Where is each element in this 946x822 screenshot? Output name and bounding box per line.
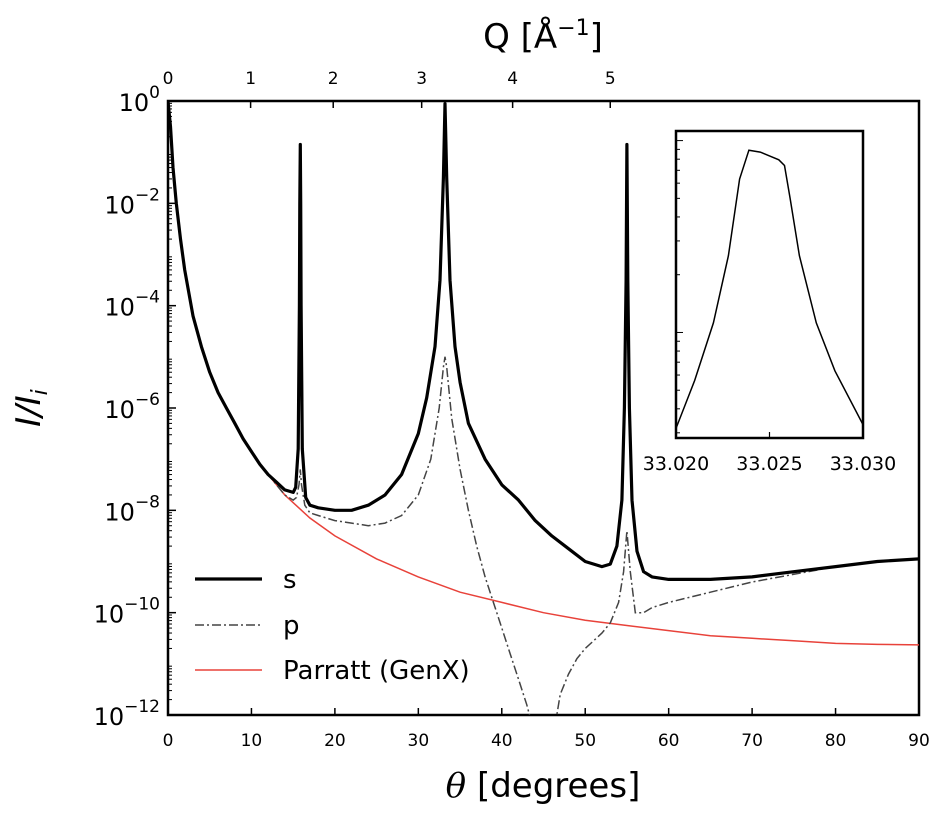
inset-curve <box>676 149 863 429</box>
legend-label-p: p <box>283 611 300 641</box>
top-tick-label: 0 <box>163 69 174 89</box>
inset-frame <box>674 129 865 440</box>
legend-label-s: s <box>283 565 297 595</box>
x-tick-label: 0 <box>163 731 174 751</box>
x-axis-title: θ [degrees] <box>446 766 641 806</box>
x-tick-label: 20 <box>324 731 346 751</box>
legend-label-parratt: Parratt (GenX) <box>283 656 470 686</box>
x-axis-ticks: 0 10 20 30 40 50 60 70 80 90 <box>163 708 930 751</box>
inset-plot: 33.020 33.025 33.030 <box>643 129 896 475</box>
inset-x-tick-label: 33.030 <box>830 453 896 475</box>
x-tick-label: 90 <box>908 731 930 751</box>
x-tick-label: 60 <box>658 731 680 751</box>
y-tick-label: 10−10 <box>94 595 160 629</box>
top-tick-label: 3 <box>416 69 427 89</box>
y-tick-label: 10−6 <box>104 390 160 424</box>
series-line-s <box>168 101 919 581</box>
y-tick-label: 10−2 <box>104 185 160 219</box>
x-tick-label: 30 <box>408 731 430 751</box>
x-tick-label: 80 <box>825 731 847 751</box>
y-tick-label: 10−4 <box>104 288 160 322</box>
y-axis-title: I/Ii <box>9 389 53 427</box>
top-tick-label: 1 <box>245 69 256 89</box>
y-tick-label: 10−12 <box>94 697 160 731</box>
inset-x-tick-label: 33.020 <box>643 453 709 475</box>
top-tick-label: 2 <box>328 69 339 89</box>
y-axis-ticks: 100 10−2 10−4 10−6 10−8 10−10 10−12 <box>94 83 176 731</box>
x-tick-label: 50 <box>574 731 596 751</box>
legend: s p Parratt (GenX) <box>195 565 470 686</box>
inset-x-tick-label: 33.025 <box>736 453 802 475</box>
y-tick-label: 100 <box>119 83 160 117</box>
inset-y-minor-ticks <box>676 140 683 434</box>
top-tick-label: 5 <box>605 69 616 89</box>
top-tick-label: 4 <box>507 69 518 89</box>
top-axis-title: Q [Å−1] <box>483 16 603 57</box>
x-tick-label: 10 <box>241 731 263 751</box>
x-tick-label: 70 <box>741 731 763 751</box>
y-tick-label: 10−8 <box>104 492 160 526</box>
x-tick-label: 40 <box>491 731 513 751</box>
inset-x-ticks: 33.020 33.025 33.030 <box>643 432 896 475</box>
